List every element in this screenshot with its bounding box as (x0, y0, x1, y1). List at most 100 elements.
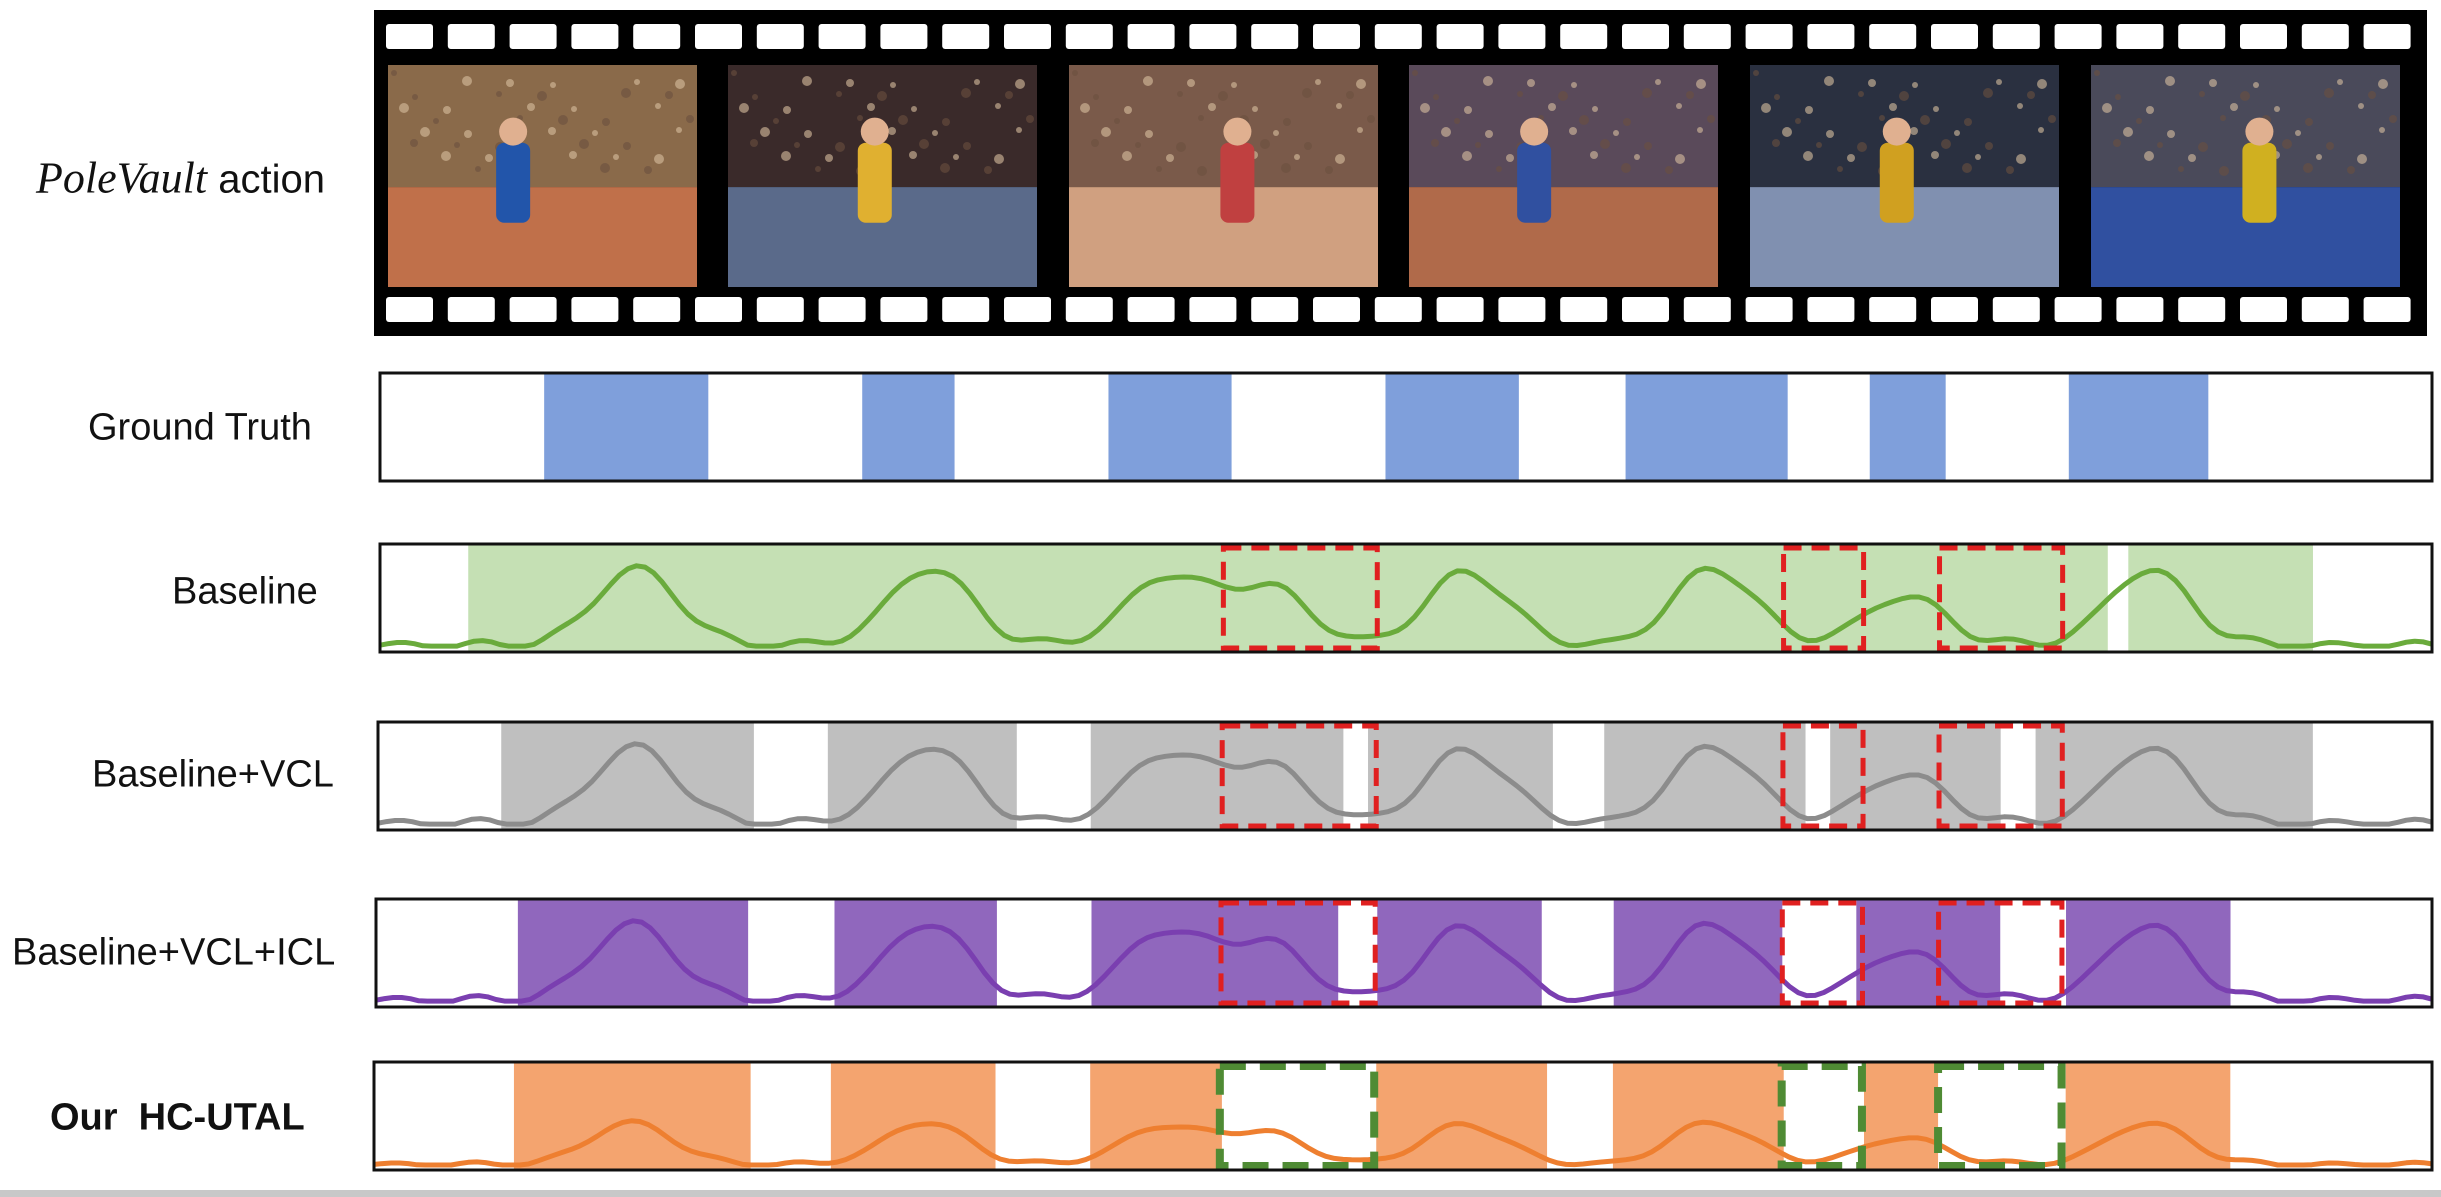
crowd-dot (984, 166, 992, 174)
crowd-dot (1858, 91, 1864, 97)
crowd-dot (1782, 127, 1792, 137)
segment-gt (1108, 373, 1232, 481)
sprocket-hole-top (2116, 24, 2164, 49)
sprocket-hole-top (1004, 24, 1051, 49)
crowd-dot (911, 106, 917, 112)
crowd-dot (1101, 127, 1111, 137)
crowd-dot (1176, 142, 1186, 152)
crowd-dot (1774, 94, 1780, 100)
sprocket-hole-top (386, 24, 433, 49)
sprocket-hole-top (1992, 24, 2040, 49)
crowd-dot (1496, 166, 1502, 172)
crowd-dot (1304, 142, 1312, 150)
crowd-dot (919, 139, 929, 149)
sprocket-hole-top (1065, 24, 1113, 49)
crowd-dot (750, 139, 758, 147)
film-frame-4 (1409, 65, 1718, 287)
crowd-dot (1753, 70, 1759, 76)
crowd-dot (433, 118, 439, 124)
athlete-head (1520, 117, 1549, 146)
crowd-dot (2188, 154, 2196, 162)
crowd-dot (600, 163, 610, 173)
athlete-head (2245, 117, 2274, 146)
crowd-dot (888, 127, 896, 135)
crowd-dot (506, 79, 514, 87)
crowd-dot (1569, 127, 1577, 135)
film-frame-1 (388, 65, 697, 287)
sprocket-hole-top (1374, 24, 1422, 49)
score-curve-ours (373, 1118, 2433, 1168)
crowd-dot (961, 88, 971, 98)
crowd-dot (686, 115, 694, 123)
sprocket-hole-bottom (1992, 297, 2040, 322)
crowd-dot (2219, 166, 2229, 176)
crowd-dot (773, 118, 779, 124)
highlight-box-ours (1777, 1062, 1866, 1170)
sprocket-hole-bottom (1313, 297, 1360, 322)
crowd-dot (1483, 76, 1493, 86)
crowd-dot (1346, 91, 1354, 99)
crowd-dot (835, 142, 845, 152)
sprocket-hole-bottom (386, 297, 433, 322)
crowd-dot (2102, 103, 2112, 113)
crowd-dot (2358, 103, 2364, 109)
crowd-dot (804, 130, 812, 138)
segment-vcl (2035, 722, 2313, 830)
crowd-dot (1933, 106, 1939, 112)
crowd-dot (1910, 127, 1918, 135)
crowd-dot (537, 91, 547, 101)
score-curve-baseline (379, 563, 2433, 649)
sprocket-hole-bottom (942, 297, 990, 322)
score-curve-vcl (377, 741, 2433, 827)
crowd-dot (1824, 76, 1834, 86)
sprocket-hole-top (1931, 24, 1978, 49)
crowd-dot (2038, 127, 2044, 133)
crowd-dot (1920, 115, 1930, 125)
segment-icl (2066, 899, 2231, 1007)
crowd-dot (1506, 154, 1514, 162)
crowd-dot (2378, 79, 2388, 89)
crowd-dot (2017, 103, 2023, 109)
sprocket-hole-top (1869, 24, 1917, 49)
crowd-dot (1899, 91, 1909, 101)
sprocket-hole-top (1807, 24, 1855, 49)
crowd-dot (781, 151, 791, 161)
crowd-dot (1122, 151, 1132, 161)
crowd-dot (1231, 82, 1237, 88)
row-ours (372, 1060, 2434, 1172)
sprocket-hole-bottom (1189, 297, 1237, 322)
sprocket-hole-bottom (633, 297, 681, 322)
crowd-dot (2220, 115, 2226, 121)
crowd-dot (2115, 94, 2121, 100)
sprocket-hole-bottom (1127, 297, 1175, 322)
sprocket-hole-bottom (756, 297, 804, 322)
crowd-dot (1260, 139, 1270, 149)
bottom-rule (0, 1190, 2441, 1197)
crowd-dot (462, 76, 472, 86)
highlight-box-vcl (1219, 723, 1379, 829)
sprocket-hole-bottom (818, 297, 866, 322)
crowd-dot (2282, 139, 2292, 149)
crowd-dot (867, 103, 875, 111)
crowd-dot (2303, 163, 2313, 173)
highlight-box-icl (1218, 900, 1378, 1006)
crowd-dot (857, 115, 863, 121)
crowd-dot (1837, 166, 1843, 172)
crowd-dot (1302, 88, 1312, 98)
crowd-dot (1996, 79, 2002, 85)
sprocket-hole-bottom (2363, 297, 2411, 322)
crowd-dot (1420, 103, 1430, 113)
crowd-dot (1357, 127, 1363, 133)
segment-ours (1863, 1062, 1939, 1170)
sprocket-hole-bottom (1931, 297, 1978, 322)
label-baseline: Baseline (172, 570, 318, 613)
crowd-dot (1600, 139, 1610, 149)
segment-gt (2068, 373, 2209, 481)
crowd-dot (399, 103, 409, 113)
segment-icl (517, 899, 749, 1007)
sprocket-hole-bottom (880, 297, 928, 322)
crowd-dot (2027, 91, 2035, 99)
row-frame-vcl (376, 720, 2434, 832)
crowd-dot (1623, 118, 1631, 126)
